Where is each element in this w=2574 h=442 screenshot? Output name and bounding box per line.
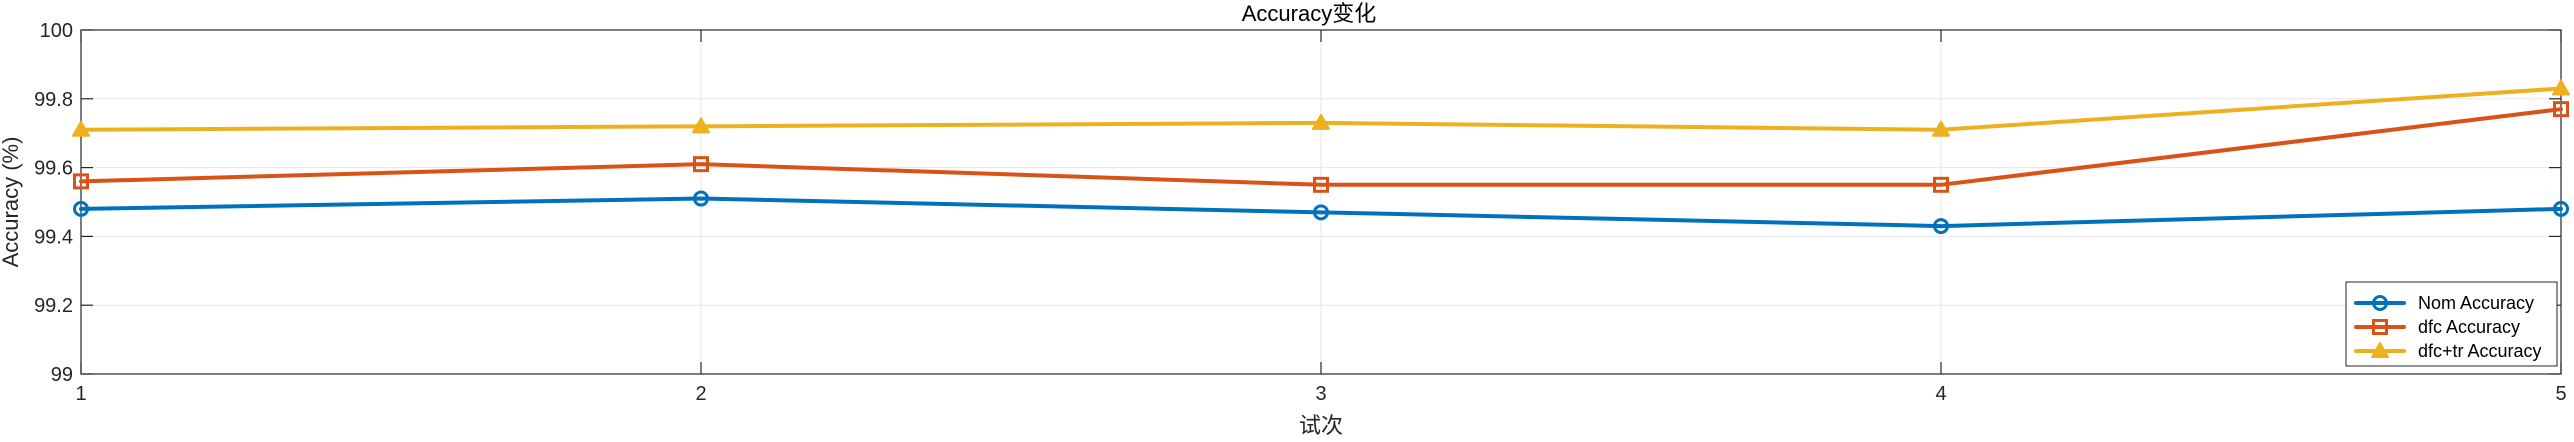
series-2: [73, 101, 2569, 193]
series-1-point-5: [2553, 200, 2569, 217]
x-tick-label-5: 5: [2555, 383, 2566, 405]
series-3-point-2: [692, 117, 710, 134]
y-tick-label-1: 99: [51, 364, 73, 386]
series-2-point-2: [693, 156, 709, 173]
series-1-point-4: [1933, 218, 1949, 235]
y-axis-label: Accuracy (%): [0, 137, 23, 268]
legend-items: Nom Accuracy dfc Accuracy dfc+tr Accuracy: [2354, 293, 2542, 361]
series-1-point-2: [693, 190, 709, 207]
series-line-1: [79, 196, 2563, 229]
series-1-point-1: [73, 200, 89, 217]
legend-marker-1: [2372, 295, 2388, 311]
y-tick-label-4: 99.6: [34, 158, 73, 180]
series-2-point-3: [1313, 176, 1329, 193]
legend-marker-2: [2372, 319, 2388, 335]
legend: Nom Accuracy dfc Accuracy dfc+tr Accuracy: [2345, 281, 2558, 367]
x-tick-label-2: 2: [695, 383, 706, 405]
y-tick-label-2: 99.2: [34, 295, 73, 317]
series-line-2: [79, 107, 2563, 187]
series-3-point-1: [72, 120, 90, 137]
x-tick-label-1: 1: [75, 383, 86, 405]
series-2-point-1: [73, 173, 89, 190]
series-layer: [72, 79, 2570, 235]
x-axis-label: 试次: [1299, 413, 1343, 438]
x-tick-label-3: 3: [1315, 383, 1326, 405]
series-2-point-5: [2553, 101, 2569, 118]
series-3: [72, 79, 2570, 137]
x-tick-label-4: 4: [1935, 383, 1946, 405]
legend-label-1: Nom Accuracy: [2418, 293, 2534, 313]
series-3-point-3: [1312, 113, 1330, 130]
y-tick-label-6: 100: [40, 20, 73, 42]
series-3-point-4: [1932, 120, 1950, 137]
legend-marker-3: [2371, 342, 2389, 358]
chart-title: Accuracy变化: [1242, 1, 1376, 26]
series-1: [73, 190, 2569, 235]
y-tick-label-5: 99.8: [34, 89, 73, 111]
series-1-point-3: [1313, 204, 1329, 221]
legend-label-2: dfc Accuracy: [2418, 317, 2520, 337]
tick-layer: 1 2 3 4 5 99 99.2 99.4 99.6 99.8 100: [34, 20, 2567, 405]
legend-label-3: dfc+tr Accuracy: [2418, 341, 2542, 361]
series-3-point-5: [2552, 79, 2570, 96]
series-2-point-4: [1933, 176, 1949, 193]
y-tick-label-3: 99.4: [34, 226, 73, 248]
